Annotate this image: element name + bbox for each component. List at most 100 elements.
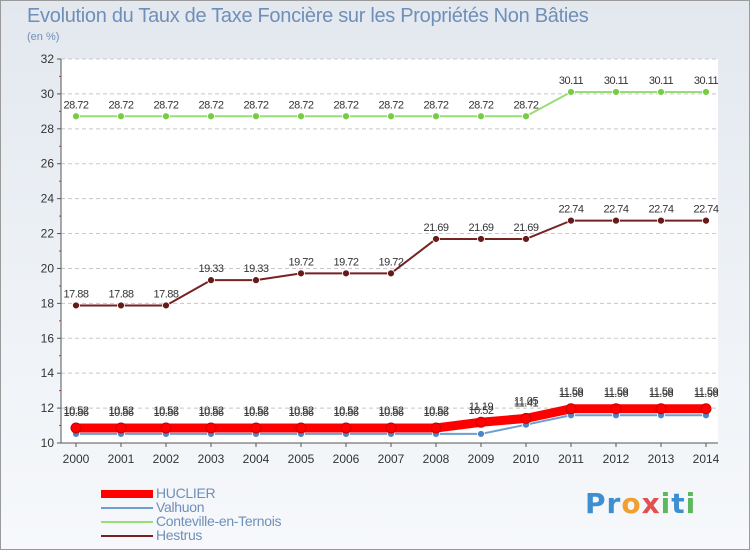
data-label: 28.72 xyxy=(378,99,403,111)
data-label: 10.52 xyxy=(468,405,493,417)
data-label: 10.52 xyxy=(63,405,88,417)
data-point xyxy=(385,422,397,434)
data-label: 17.88 xyxy=(63,288,88,300)
data-point xyxy=(70,422,82,434)
data-point xyxy=(387,112,395,121)
data-label: 28.72 xyxy=(423,99,448,111)
data-point xyxy=(207,112,215,121)
x-tick-label: 2004 xyxy=(243,452,270,466)
y-tick-label: 24 xyxy=(41,192,55,206)
data-label: 10.52 xyxy=(243,405,268,417)
data-label: 11.59 xyxy=(649,386,674,398)
legend-label: Valhuon xyxy=(156,499,205,515)
y-tick-label: 18 xyxy=(41,296,55,310)
data-point xyxy=(115,422,127,434)
y-tick-label: 20 xyxy=(41,261,55,275)
data-label: 22.74 xyxy=(558,204,583,216)
series-group xyxy=(70,88,712,438)
x-tick-label: 2001 xyxy=(108,452,135,466)
x-tick-label: 2010 xyxy=(513,452,540,466)
x-tick-label: 2012 xyxy=(603,452,630,466)
data-label: 21.69 xyxy=(468,222,493,234)
x-tick-label: 2000 xyxy=(63,452,90,466)
legend-swatch xyxy=(101,490,153,498)
data-label: 10.52 xyxy=(153,405,178,417)
data-point xyxy=(205,422,217,434)
data-label: 10.86 xyxy=(423,407,448,419)
data-label: 22.74 xyxy=(648,204,673,216)
x-tick-label: 2011 xyxy=(558,452,584,466)
data-point xyxy=(252,276,260,285)
data-label: 10.86 xyxy=(198,407,223,419)
data-label: 11.59 xyxy=(694,386,719,398)
data-label: 10.86 xyxy=(108,407,133,419)
data-label: 28.72 xyxy=(243,99,268,111)
data-label: 11.96 xyxy=(649,388,674,400)
data-point xyxy=(162,301,170,310)
grid xyxy=(61,58,718,444)
y-tick-label: 10 xyxy=(41,436,55,450)
data-label: 11.05 xyxy=(514,396,539,408)
data-label: 10.52 xyxy=(288,405,313,417)
data-label: 22.74 xyxy=(603,204,628,216)
data-label: 10.52 xyxy=(108,405,133,417)
data-label: 10.86 xyxy=(63,407,88,419)
legend-swatch xyxy=(101,535,153,537)
x-tick-label: 2002 xyxy=(153,452,180,466)
data-label: 11.41 xyxy=(514,397,539,409)
data-point xyxy=(475,416,487,428)
legend-swatch xyxy=(101,521,153,523)
data-label: 28.72 xyxy=(198,99,223,111)
data-label: 19.72 xyxy=(378,256,403,268)
data-point xyxy=(612,88,620,96)
data-label: 19.33 xyxy=(198,263,223,275)
chart-unit: (en %) xyxy=(27,31,60,43)
legend-label: HUCLIER xyxy=(156,485,216,501)
legend-label: Conteville-en-Ternois xyxy=(156,513,282,529)
data-label: 10.86 xyxy=(378,407,403,419)
data-point xyxy=(297,112,305,121)
legend-swatch xyxy=(101,507,153,509)
y-tick-label: 12 xyxy=(41,401,55,415)
data-label: 28.72 xyxy=(153,99,178,111)
data-point xyxy=(520,412,532,424)
data-label: 11.96 xyxy=(694,388,719,400)
data-point xyxy=(342,269,350,278)
y-tick-label: 14 xyxy=(41,366,55,380)
data-point xyxy=(477,112,485,121)
data-point xyxy=(430,422,442,434)
data-point xyxy=(702,88,710,96)
data-label: 17.88 xyxy=(153,288,178,300)
data-label: 28.72 xyxy=(468,99,493,111)
plot-background xyxy=(61,59,718,443)
data-point xyxy=(72,112,80,121)
data-point xyxy=(340,422,352,434)
data-point xyxy=(160,422,172,434)
data-label: 11.19 xyxy=(469,401,494,413)
data-point xyxy=(432,112,440,121)
x-tick-label: 2009 xyxy=(468,452,495,466)
data-point xyxy=(252,112,260,121)
data-label: 21.69 xyxy=(513,222,538,234)
data-point xyxy=(700,403,712,415)
data-point xyxy=(567,88,575,96)
data-label: 10.52 xyxy=(378,405,403,417)
y-tick-label: 30 xyxy=(41,87,55,101)
data-label: 22.74 xyxy=(693,204,718,216)
data-point xyxy=(477,235,485,243)
y-tick-label: 26 xyxy=(41,157,55,171)
data-point xyxy=(655,403,667,415)
data-point xyxy=(250,422,262,434)
data-label: 11.96 xyxy=(559,388,584,400)
x-tick-label: 2007 xyxy=(378,452,405,466)
data-label: 17.88 xyxy=(108,288,133,300)
data-point xyxy=(567,216,575,225)
data-label: 10.52 xyxy=(198,405,223,417)
data-label: 19.72 xyxy=(288,256,313,268)
data-point xyxy=(432,235,440,243)
data-label: 19.72 xyxy=(333,256,358,268)
data-label: 19.33 xyxy=(243,263,268,275)
data-point xyxy=(702,216,710,225)
